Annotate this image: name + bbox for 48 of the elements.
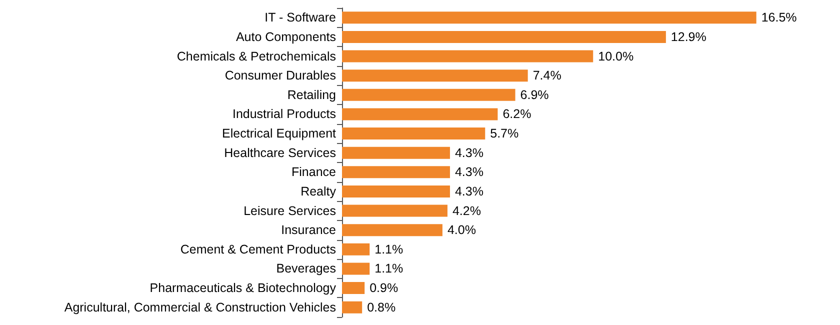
y-tick-label: IT - Software [264, 10, 336, 25]
data-label: 7.4% [532, 68, 562, 83]
data-label: 10.0% [598, 49, 634, 64]
data-label: 6.2% [502, 107, 532, 122]
bar [342, 262, 370, 275]
data-label: 1.1% [374, 242, 404, 256]
data-label: 0.8% [367, 300, 396, 314]
y-tick-label: Retailing [287, 88, 336, 102]
bar [342, 146, 450, 159]
y-tick-label: Beverages [276, 262, 336, 276]
data-label: 12.9% [670, 30, 706, 44]
bar [342, 12, 756, 24]
y-tick-label: Cement & Cement Products [180, 242, 336, 256]
data-label: 4.2% [452, 204, 481, 218]
data-label: 16.5% [761, 10, 797, 25]
bar [342, 243, 370, 256]
y-tick-label: Electrical Equipment [222, 126, 337, 141]
data-label: 4.3% [454, 146, 484, 160]
data-label: 1.1% [374, 262, 404, 276]
bar [342, 166, 450, 178]
y-tick-label: Auto Components [236, 30, 336, 44]
y-tick-label: Healthcare Services [224, 146, 336, 160]
y-tick-label: Industrial Products [232, 107, 336, 122]
bar [342, 282, 365, 294]
bar [342, 204, 448, 217]
y-tick-label: Insurance [281, 223, 336, 238]
bar [342, 185, 450, 198]
data-label: 4.3% [454, 165, 484, 180]
y-tick-label: Agricultural, Commercial & Construction Vehicles [64, 300, 336, 314]
bar [342, 224, 442, 236]
bar [342, 88, 516, 101]
bar [342, 70, 528, 82]
bar [342, 50, 594, 62]
data-label: 4.3% [454, 184, 484, 198]
data-label: 6.9% [520, 88, 549, 102]
bar [342, 301, 362, 314]
bar [342, 128, 486, 140]
y-tick-label: Pharmaceuticals & Biotechnology [150, 281, 337, 296]
data-label: 0.9% [370, 281, 398, 296]
y-tick-label: Chemicals & Petrochemicals [176, 49, 336, 64]
y-tick-label: Leisure Services [244, 204, 336, 218]
data-label: 4.0% [447, 223, 476, 238]
data-label: 5.7% [490, 126, 519, 141]
y-tick-label: Consumer Durables [224, 68, 336, 83]
bar [342, 30, 666, 43]
y-tick-label: Realty [300, 184, 337, 198]
y-tick-label: Finance [292, 165, 336, 180]
bar [342, 108, 498, 120]
